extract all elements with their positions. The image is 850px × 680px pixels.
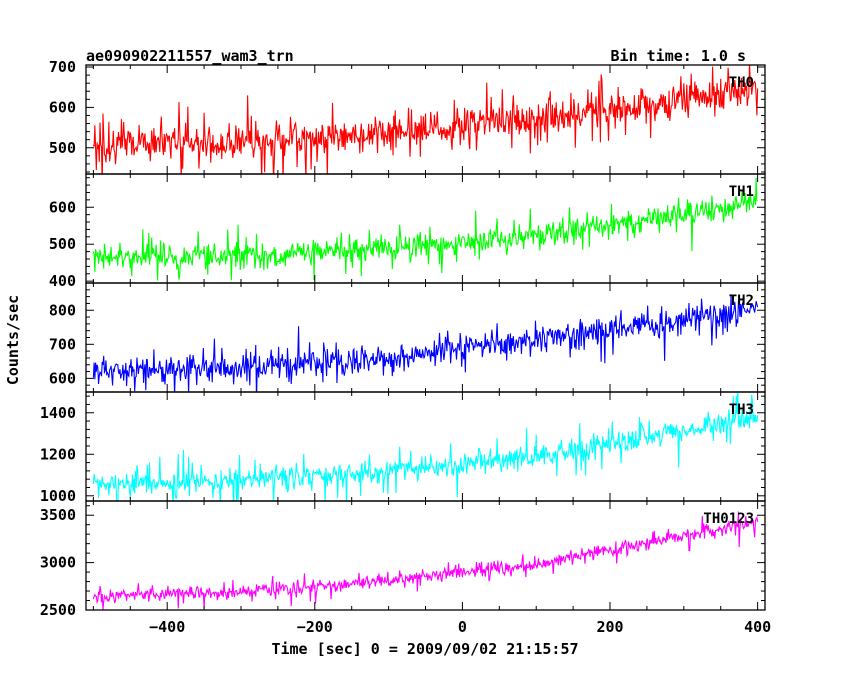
panel-th0123: 2500 3000 3500 TH0123 <box>40 500 766 619</box>
panel-frame <box>85 173 766 284</box>
bin-time-label: Bin time: 1.0 s <box>611 47 746 65</box>
series-label-th1: TH1 <box>729 184 754 200</box>
x-axis-tick-labels: −400 −200 0 200 400 <box>149 618 771 636</box>
x-axis-label: Time [sec] 0 = 2009/09/02 21:15:57 <box>271 640 578 658</box>
series-line-th2 <box>92 294 759 392</box>
panel-th2: 600 700 800 TH2 <box>49 282 766 393</box>
y-tick-label: 700 <box>49 335 76 353</box>
y-tick-label: 2500 <box>40 601 76 619</box>
y-axis-label: Counts/sec <box>4 295 22 385</box>
series-line-th0123 <box>92 511 759 610</box>
y-tick-label: 3000 <box>40 554 76 572</box>
series-label-th0123: TH0123 <box>703 511 754 527</box>
y-tick-label: 1200 <box>40 445 76 463</box>
x-tick-label: −400 <box>149 618 185 636</box>
x-tick-label: 0 <box>458 618 467 636</box>
y-tick-label: 1000 <box>40 487 76 505</box>
series-label-th2: TH2 <box>729 293 754 309</box>
x-tick-label: 200 <box>596 618 623 636</box>
series-label-th3: TH3 <box>729 402 754 418</box>
y-tick-label: 1400 <box>40 404 76 422</box>
y-tick-label: 500 <box>49 235 76 253</box>
y-tick-label: 600 <box>49 198 76 216</box>
panel-th3: 1000 1200 1400 TH3 <box>40 391 766 505</box>
series-line-th3 <box>92 392 759 501</box>
y-tick-label: 500 <box>49 139 76 157</box>
panel-th1: 400 500 600 TH1 <box>49 173 766 290</box>
chart-title: ae090902211557_wam3_trn <box>86 47 294 65</box>
y-tick-label: 700 <box>49 58 76 76</box>
y-tick-label: 800 <box>49 301 76 319</box>
series-line-th1 <box>92 177 758 281</box>
y-tick-label: 400 <box>49 272 76 290</box>
series-label-th0: TH0 <box>729 75 754 91</box>
x-tick-label: 400 <box>744 618 771 636</box>
y-tick-label: 600 <box>49 98 76 116</box>
panels-group: 500 600 700 TH0 400 500 600 TH1 600 700 800 TH2 1000… <box>40 58 766 619</box>
x-tick-label: −200 <box>297 618 333 636</box>
series-line-th0 <box>92 65 759 174</box>
panel-th0: 500 600 700 TH0 <box>49 58 766 175</box>
y-tick-label: 600 <box>49 369 76 387</box>
y-tick-label: 3500 <box>40 506 76 524</box>
